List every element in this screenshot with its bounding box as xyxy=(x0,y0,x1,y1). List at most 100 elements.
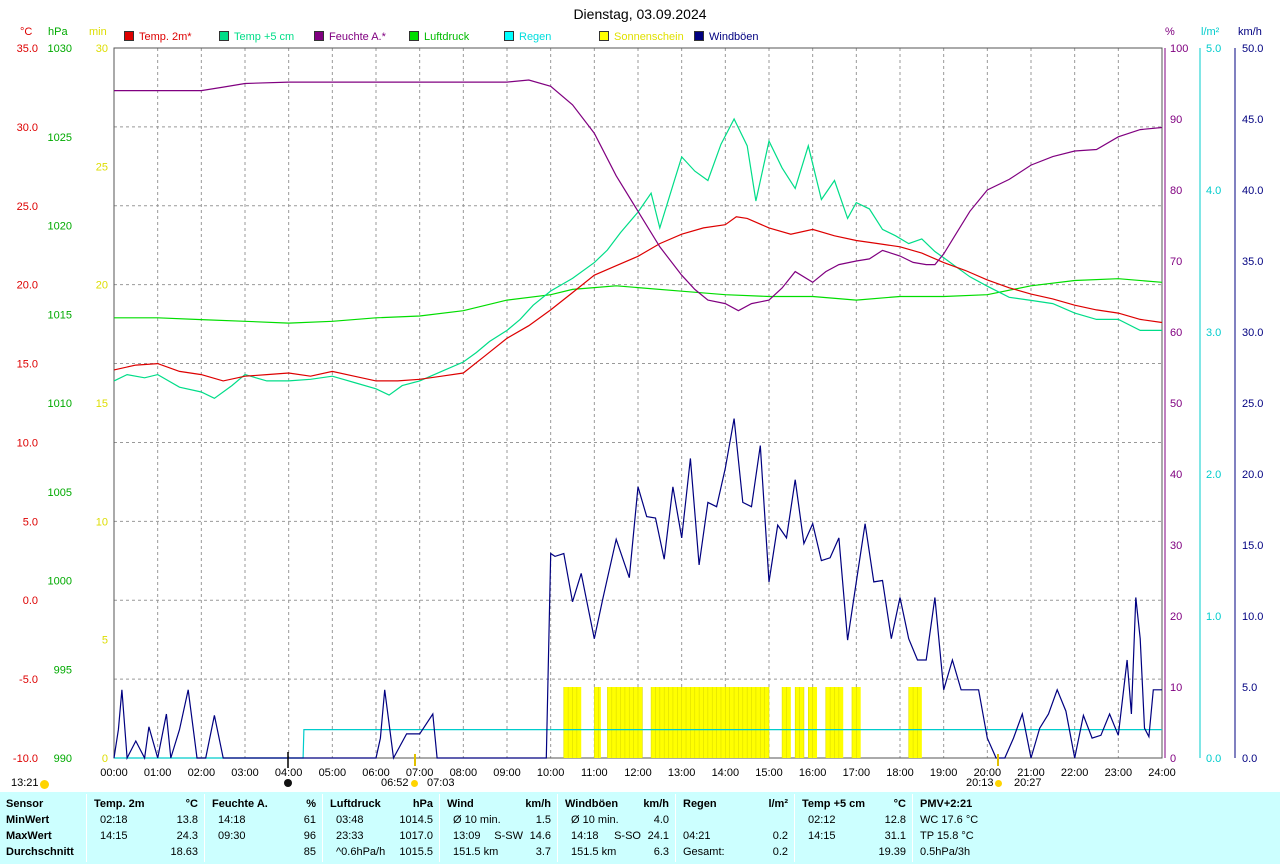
pressure-axis-unit: hPa xyxy=(48,26,68,38)
x-tick-label: 17:00 xyxy=(843,767,871,779)
legend-label: Feuchte A.* xyxy=(329,31,386,43)
stats-direction: S-SO xyxy=(614,830,641,842)
stats-time: 13:09 xyxy=(453,830,481,842)
stats-time: 23:33 xyxy=(336,830,364,842)
x-tick-label: 07:00 xyxy=(406,767,434,779)
temp5cm-line xyxy=(113,117,1162,399)
rain-tick-label: 1.0 xyxy=(1206,611,1221,623)
legend-swatch xyxy=(694,31,704,41)
x-tick-label: 02:00 xyxy=(188,767,216,779)
rain-tick-label: 0.0 xyxy=(1206,753,1221,765)
x-tick-label: 13:00 xyxy=(668,767,696,779)
stats-label: WC 17.6 °C xyxy=(920,814,979,826)
wind-tick-label: 0.0 xyxy=(1242,753,1257,765)
stats-value: 0.2 xyxy=(772,846,788,858)
stats-time: 14:18 xyxy=(218,814,246,826)
stats-header: Sensor xyxy=(6,798,44,810)
stats-header: Temp +5 cm xyxy=(802,798,866,810)
legend-item-temp5cm[interactable]: Temp +5 cm xyxy=(219,31,294,43)
stats-time: 14:15 xyxy=(100,830,128,842)
stats-column: Temp. 2m °C 02:18 13.8 14:15 24.3 18.63 xyxy=(88,792,204,864)
legend-swatch xyxy=(314,31,324,41)
legend-item-gusts[interactable]: Windböen xyxy=(694,31,759,43)
x-tick-label: 23:00 xyxy=(1105,767,1133,779)
pressure-tick-label: 1005 xyxy=(48,487,72,499)
stats-column: Luftdruck hPa 03:48 1014.5 23:33 1017.0 ^0.6hP… xyxy=(324,792,439,864)
stats-column: Windböen km/h Ø 10 min. 4.0 14:18 S-SO 24.1 151… xyxy=(559,792,675,864)
x-tick-label: 11:00 xyxy=(581,767,608,779)
temp-axis-unit: °C xyxy=(20,26,33,38)
wind-tick-label: 25.0 xyxy=(1242,398,1263,410)
stats-column: Feuchte A.% 14:18 61 09:30 96 85 xyxy=(206,792,322,864)
stats-label: MaxWert xyxy=(6,830,52,842)
legend-item-temp2m[interactable]: Temp. 2m* xyxy=(124,31,192,43)
legend-swatch xyxy=(124,31,134,41)
humidity-line xyxy=(114,79,1163,312)
sunrise-time: 06:52 xyxy=(381,777,409,789)
stats-time: 14:15 xyxy=(808,830,836,842)
stats-value: 18.63 xyxy=(170,846,198,858)
temp-tick-label: 10.0 xyxy=(17,437,38,449)
wind-tick-label: 10.0 xyxy=(1242,611,1263,623)
stats-unit: km/h xyxy=(525,798,551,810)
sunshine-bar xyxy=(908,687,922,758)
temp-tick-label: 25.0 xyxy=(17,201,38,213)
stats-value: 1015.5 xyxy=(399,846,433,858)
humidity-tick-label: 100 xyxy=(1170,43,1188,55)
temp-tick-label: -5.0 xyxy=(19,674,38,686)
legend-label: Temp +5 cm xyxy=(234,31,295,43)
legend-item-humidity[interactable]: Feuchte A.* xyxy=(314,31,386,43)
temp-tick-label: 20.0 xyxy=(17,280,38,292)
stats-value: 24.3 xyxy=(176,830,198,842)
x-tick-label: 18:00 xyxy=(886,767,914,779)
stats-separator xyxy=(557,794,558,862)
x-tick-label: 09:00 xyxy=(493,767,521,779)
stats-value: 1.5 xyxy=(535,814,551,826)
legend-item-pressure[interactable]: Luftdruck xyxy=(409,31,469,43)
stats-separator xyxy=(204,794,205,862)
stats-time: 151.5 km xyxy=(453,846,499,858)
stats-value: 12.8 xyxy=(884,814,906,826)
humidity-tick-label: 20 xyxy=(1170,611,1182,623)
rain-axis-unit: l/m² xyxy=(1201,26,1220,38)
stats-value: 1017.0 xyxy=(399,830,433,842)
legend-label: Regen xyxy=(519,31,552,43)
stats-time: ^0.6hPa/h xyxy=(336,846,386,858)
humidity-tick-label: 0 xyxy=(1170,753,1176,765)
stats-label: 0.5hPa/3h xyxy=(920,846,971,858)
rain-tick-label: 3.0 xyxy=(1206,327,1221,339)
stats-column: Regen l/m² 04:21 0.2 Gesamt: 0.2 xyxy=(677,792,794,864)
stats-time: Gesamt: xyxy=(683,846,725,858)
x-tick-label: 20:00 xyxy=(974,767,1002,779)
legend-item-sunshine[interactable]: Sonnenschein xyxy=(599,31,684,43)
pressure-tick-label: 995 xyxy=(54,664,72,676)
stats-separator xyxy=(794,794,795,862)
stats-header: Luftdruck xyxy=(330,798,381,810)
legend-item-rain[interactable]: Regen xyxy=(504,31,551,43)
stats-time: 04:21 xyxy=(683,830,711,842)
sunrise-civil-time: 07:03 xyxy=(427,777,455,789)
stats-time: 02:18 xyxy=(100,814,128,826)
legend-swatch xyxy=(504,31,514,41)
wind-tick-label: 20.0 xyxy=(1242,469,1263,481)
legend-swatch xyxy=(219,31,229,41)
stats-column: Temp +5 cm °C 02:12 12.8 14:15 31.1 19.39 xyxy=(796,792,912,864)
stats-header: Feuchte A. xyxy=(212,798,268,810)
humidity-tick-label: 80 xyxy=(1170,185,1182,197)
stats-separator xyxy=(322,794,323,862)
moon-icon xyxy=(284,779,292,787)
sun-icon xyxy=(40,780,49,789)
stats-value: 61 xyxy=(303,814,316,826)
sunshine-tick-label: 5 xyxy=(102,635,108,647)
stats-value: 96 xyxy=(303,830,316,842)
stats-value: 85 xyxy=(303,846,316,858)
chart-title: Dienstag, 03.09.2024 xyxy=(573,6,707,22)
humidity-tick-label: 40 xyxy=(1170,469,1182,481)
stats-header: PMV+2:21 xyxy=(920,798,973,810)
moonrise-time: 13:21 xyxy=(11,777,39,789)
sunshine-tick-label: 30 xyxy=(96,43,108,55)
wind-tick-label: 40.0 xyxy=(1242,185,1263,197)
legend-swatch xyxy=(599,31,609,41)
x-tick-label: 22:00 xyxy=(1061,767,1089,779)
wind-tick-label: 45.0 xyxy=(1242,114,1263,126)
